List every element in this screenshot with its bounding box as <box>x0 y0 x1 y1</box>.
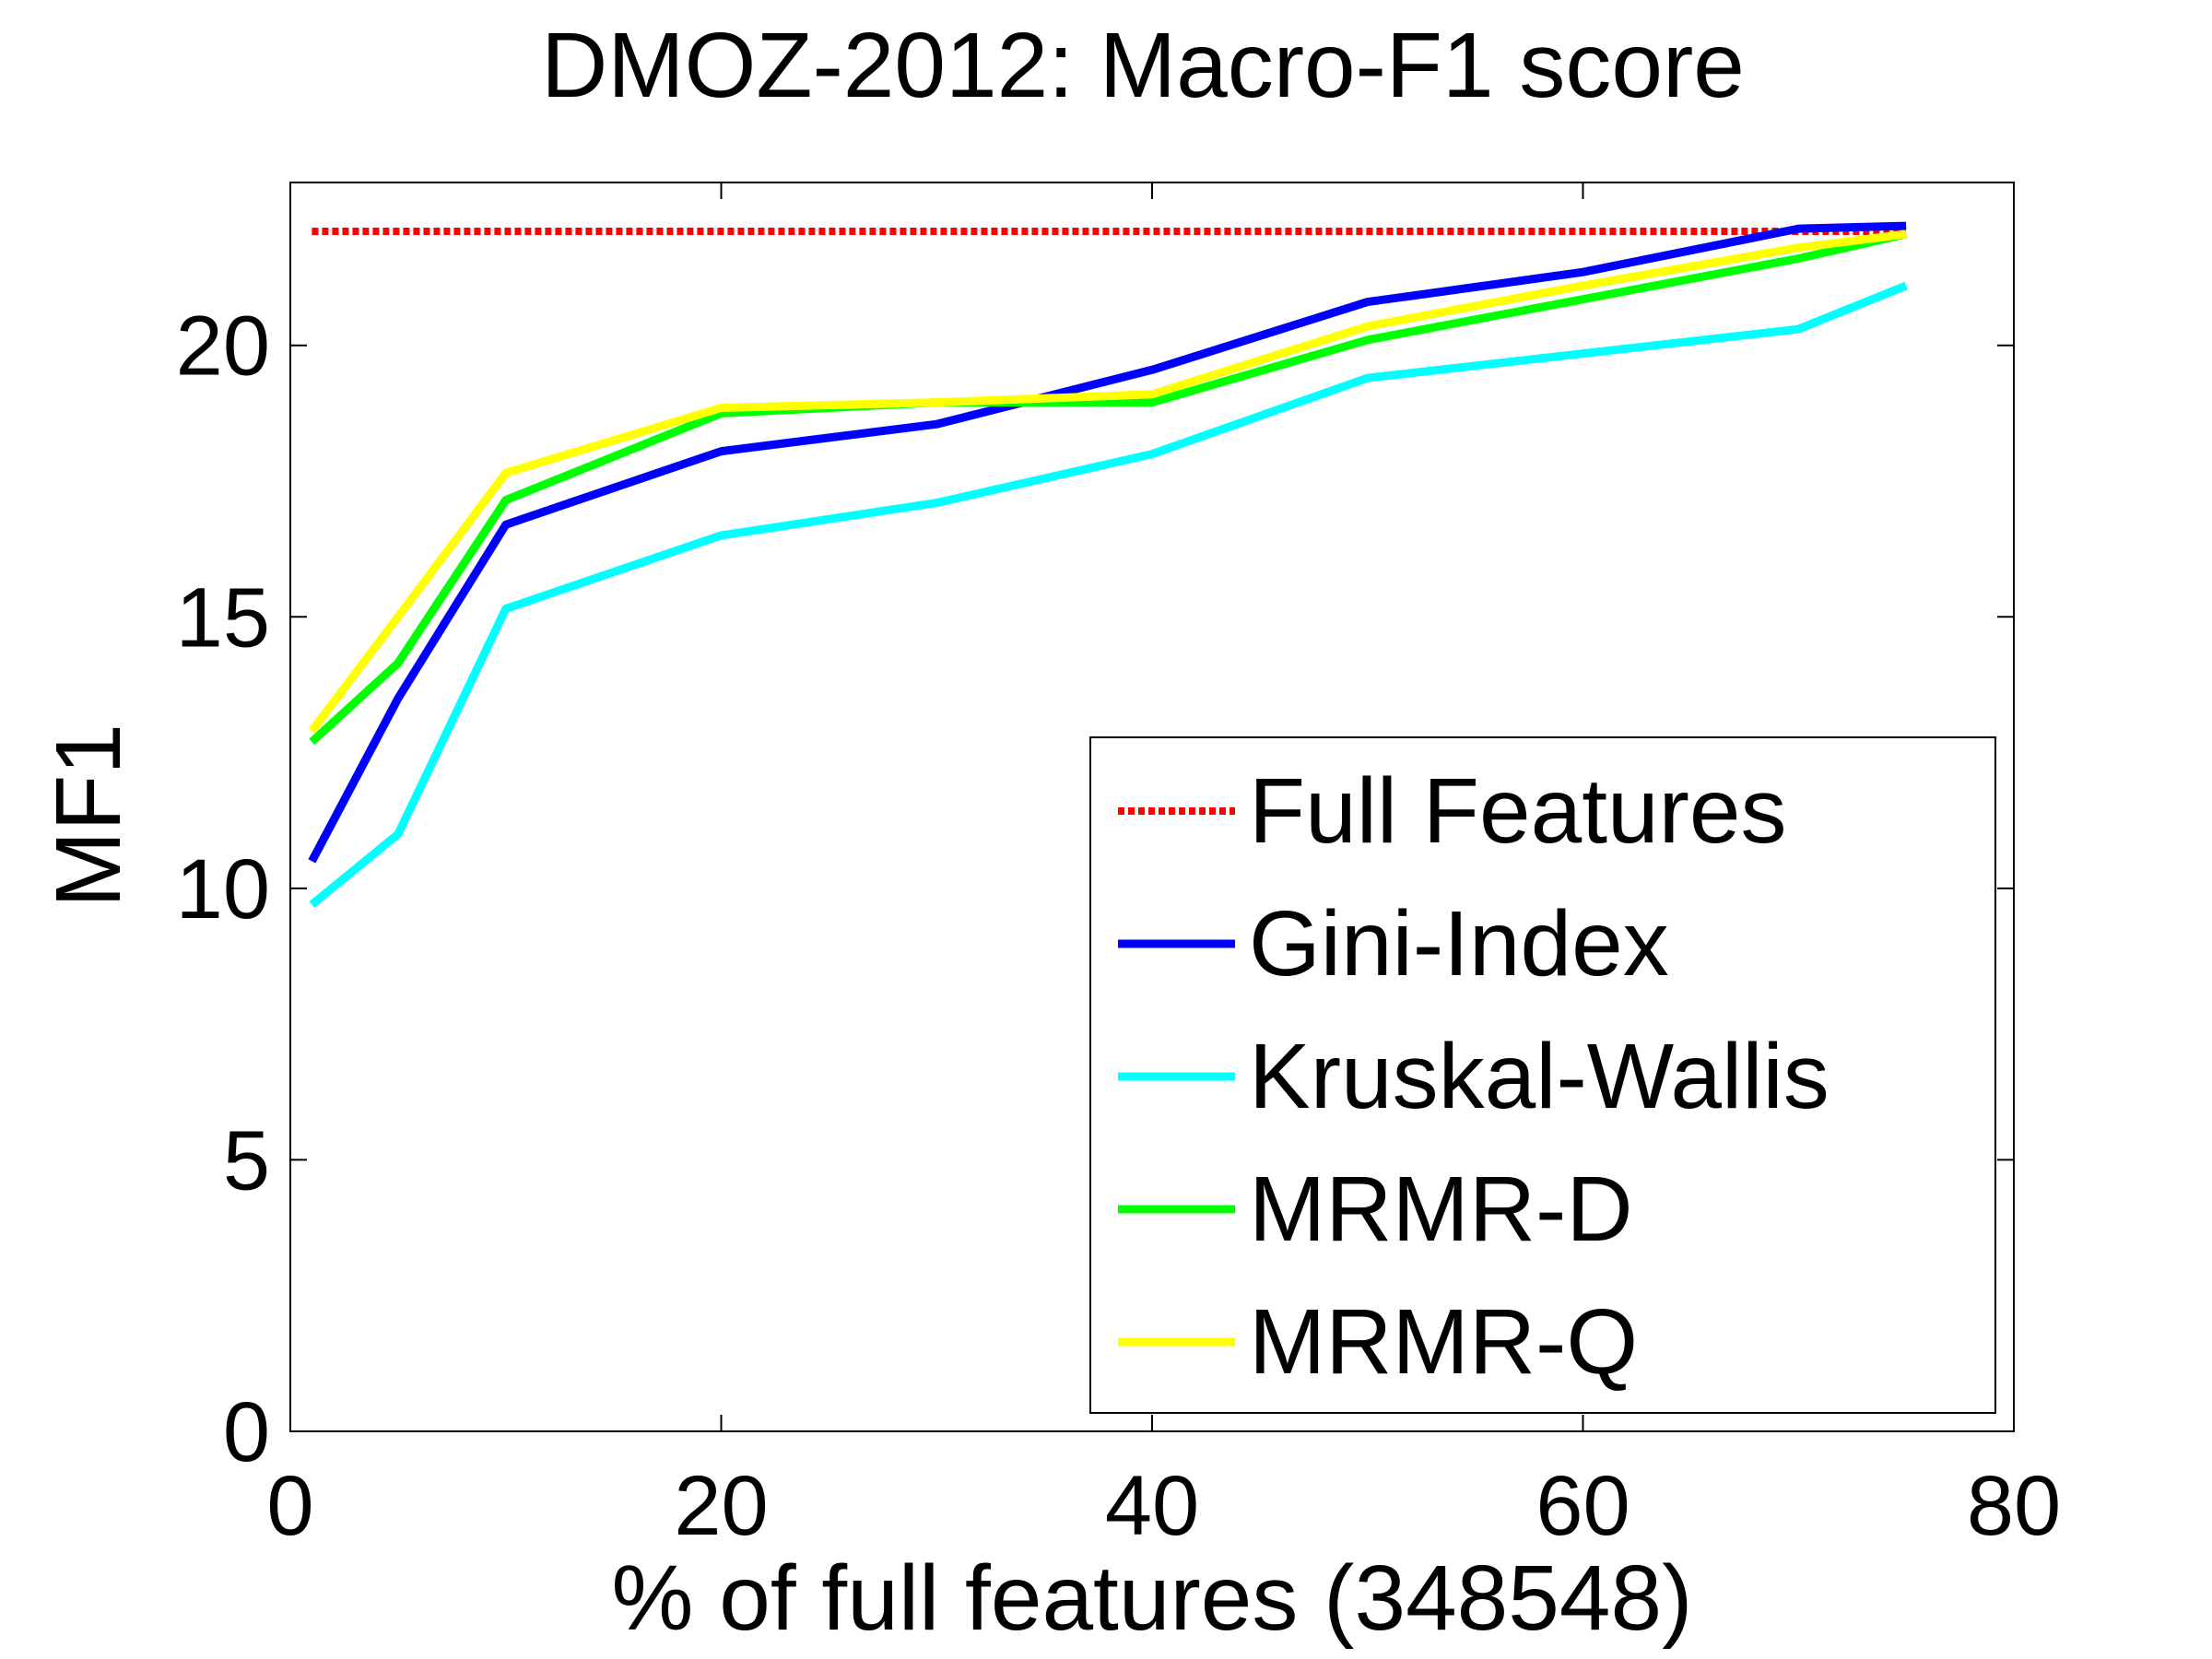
y-tick-label: 5 <box>223 1113 270 1207</box>
series-layer <box>308 221 1908 908</box>
legend: Full Features Gini-Index Kruskal-Wallis MRM… <box>1089 736 1996 1414</box>
legend-label-kruskal-wallis: Kruskal-Wallis <box>1249 1025 1830 1128</box>
x-tick-label: 40 <box>1105 1459 1199 1553</box>
legend-label-full-features: Full Features <box>1249 759 1787 863</box>
x-axis-label: % of full features (348548) <box>612 1547 1693 1650</box>
x-tick-label: 0 <box>266 1459 313 1553</box>
x-tick-label: 60 <box>1535 1459 1630 1553</box>
legend-label-gini-index: Gini-Index <box>1249 892 1669 995</box>
x-tick-label: 20 <box>674 1459 768 1553</box>
legend-label-mrmr-q: MRMR-Q <box>1249 1290 1638 1394</box>
x-tick-label: 80 <box>1967 1459 2061 1553</box>
y-tick-label: 10 <box>176 842 270 936</box>
legend-label-mrmr-d: MRMR-D <box>1249 1158 1633 1261</box>
legend-box <box>1089 736 1996 1414</box>
series-line-mrmr-q <box>308 229 1907 734</box>
axis-ticks: 0 20 40 60 80 0 5 10 15 20 <box>176 182 2061 1553</box>
y-tick-label: 20 <box>176 300 270 394</box>
series-line-kruskal-wallis <box>309 281 1908 908</box>
chart-title: DMOZ-2012: Macro-F1 score <box>541 14 1745 117</box>
y-axis-label: MF1 <box>37 724 140 908</box>
y-tick-label: 15 <box>176 571 270 665</box>
legend-items: Full Features Gini-Index Kruskal-Wallis MRM… <box>1118 759 1830 1394</box>
y-tick-label: 0 <box>223 1385 270 1479</box>
